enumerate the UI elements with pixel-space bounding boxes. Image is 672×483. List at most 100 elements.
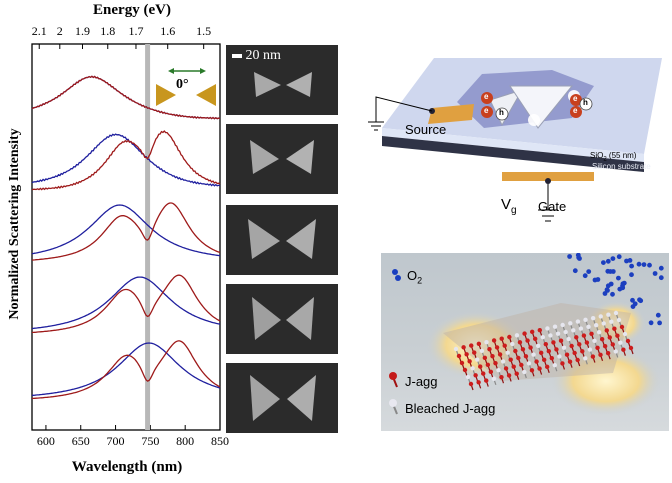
jagg-head — [473, 373, 478, 378]
jagg-head — [590, 354, 596, 359]
jagg-head — [499, 336, 504, 341]
o2-molecule — [620, 285, 626, 291]
red-spectrum-3 — [31, 202, 221, 261]
j-aggregates — [453, 310, 634, 391]
red-spectrum-5 — [31, 340, 221, 400]
spectra-curves — [31, 44, 221, 430]
o2-molecule — [610, 256, 616, 261]
jagg-head — [554, 347, 559, 352]
sio2-label: SiO2 (55 nm) — [590, 151, 637, 163]
scale-bar-label: 20 nm — [245, 48, 281, 63]
bleached-jagg-head — [609, 319, 614, 324]
top-ticks — [38, 44, 205, 49]
jagg-head — [514, 371, 519, 376]
x-tick-label: 700 — [106, 434, 125, 448]
bleached-jagg-head — [531, 352, 536, 357]
triangle-nanoparticle-right — [509, 85, 574, 129]
o2-molecule — [630, 297, 635, 303]
jagg-head — [476, 380, 481, 385]
jagg-head — [488, 369, 494, 375]
o2-molecule — [658, 265, 664, 271]
jagg-head — [610, 342, 615, 347]
jagg-head — [456, 353, 462, 359]
jagg-head — [462, 367, 468, 373]
jagg-head — [581, 333, 587, 338]
jagg-head — [468, 381, 474, 387]
bleached-jagg-head — [596, 329, 602, 335]
bowtie-icon — [156, 68, 216, 106]
x-tick-label: 800 — [176, 434, 195, 448]
jagg-head — [560, 361, 565, 366]
jagg-head — [543, 341, 549, 347]
gate-label: Gate — [538, 199, 567, 214]
jagg-head — [615, 333, 620, 338]
jagg-head — [619, 324, 625, 330]
jagg-head — [599, 336, 605, 342]
top-tick-label: 2.1 — [31, 24, 47, 38]
reference-line — [145, 44, 151, 430]
bleached-jagg-head — [555, 331, 561, 336]
jagg-head — [520, 347, 526, 352]
jagg-head — [485, 362, 491, 368]
vg-label: Vg — [501, 196, 517, 216]
sem-image-5 — [226, 363, 338, 433]
spectra-plot — [31, 43, 221, 431]
jagg-head — [567, 359, 573, 364]
jagg-head — [549, 355, 555, 361]
jagg-head — [551, 340, 556, 345]
bleached-jagg-head — [535, 343, 541, 349]
jagg-head — [503, 366, 509, 371]
x-tick-label: 600 — [36, 434, 55, 448]
bleached-jagg-head — [557, 354, 562, 359]
jagg-head — [584, 340, 590, 345]
jagg-head — [499, 374, 504, 380]
oxidation-render: O2 J-agg Bleached J-agg — [381, 253, 669, 431]
jagg-head — [472, 350, 477, 355]
bleached-jagg-head — [606, 312, 611, 317]
jagg-head — [487, 346, 492, 352]
jagg-head — [529, 329, 535, 335]
electron-label: e — [484, 92, 489, 101]
jagg-label: J-agg — [405, 374, 438, 389]
o2-molecule — [572, 268, 578, 274]
o2-molecule — [636, 261, 642, 267]
jagg-head — [546, 348, 552, 354]
top-tick-label: 1.9 — [75, 24, 90, 38]
jagg-head — [525, 338, 530, 343]
o2-molecule — [637, 297, 642, 303]
jagg-head — [544, 364, 550, 370]
jagg-head — [529, 368, 535, 373]
bleached-jagg-head — [571, 328, 576, 333]
source-electrode — [428, 104, 474, 124]
bleached-jagg-head — [592, 338, 597, 344]
bleached-jagg-head — [601, 321, 606, 326]
energy-axis-title: Energy (eV) — [93, 2, 171, 18]
jagg-head — [513, 348, 518, 354]
jagg-head — [508, 357, 513, 362]
bleached-jagg-head — [484, 339, 489, 345]
red-spectrum-2 — [31, 130, 221, 191]
o2-molecule — [610, 291, 615, 297]
jagg-head — [595, 345, 600, 351]
o2-molecule — [605, 258, 611, 264]
bleached-jagg-head — [560, 322, 565, 328]
bleached-jagg-head — [522, 369, 527, 375]
bleached-jagg-head — [552, 324, 558, 329]
sem-image-2 — [226, 124, 338, 194]
bleached-jagg-head — [583, 356, 588, 361]
x-tick-label: 850 — [211, 434, 229, 448]
red-spectrum-1 — [31, 75, 221, 120]
jagg-head — [497, 352, 503, 357]
o2-molecule — [657, 320, 662, 326]
jagg-head — [612, 326, 617, 331]
jagg-head — [523, 354, 529, 359]
bleached-jagg-head — [500, 359, 506, 364]
jagg-head — [494, 345, 500, 350]
o2-molecule — [575, 253, 581, 258]
bleached-jagg-head — [453, 346, 459, 352]
gate-electrode — [502, 172, 594, 181]
bleached-jagg-head — [613, 349, 618, 354]
o2-molecule — [629, 272, 634, 278]
bleached-jagg-head — [587, 347, 593, 352]
jagg-head — [528, 345, 533, 350]
